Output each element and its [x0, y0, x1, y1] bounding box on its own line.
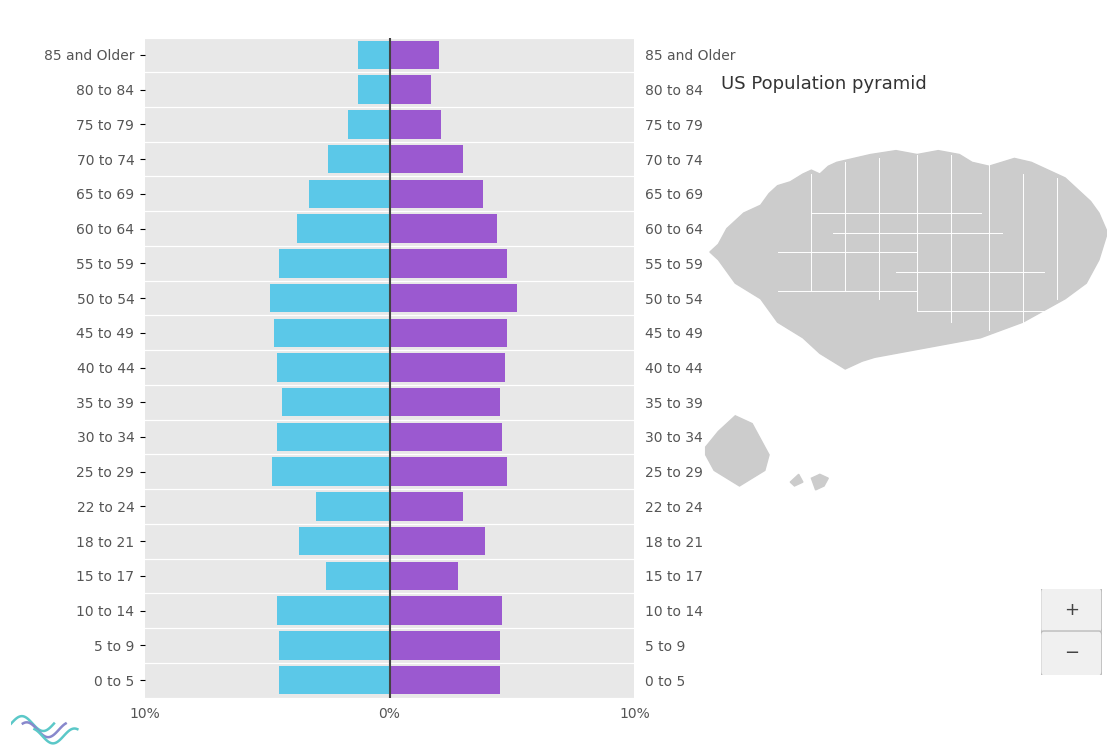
- Bar: [357, 75, 390, 104]
- Bar: [279, 632, 390, 660]
- Bar: [390, 458, 508, 486]
- Bar: [390, 40, 439, 69]
- Bar: [390, 249, 508, 278]
- Bar: [279, 666, 390, 694]
- Bar: [390, 110, 441, 139]
- FancyBboxPatch shape: [1041, 631, 1102, 676]
- Bar: [390, 527, 485, 556]
- Bar: [272, 458, 390, 486]
- Bar: [277, 423, 390, 451]
- Polygon shape: [706, 416, 769, 486]
- Bar: [299, 527, 390, 556]
- Bar: [390, 179, 483, 208]
- Bar: [328, 145, 390, 173]
- Bar: [390, 632, 500, 660]
- Bar: [390, 423, 502, 451]
- Bar: [275, 319, 390, 347]
- Bar: [282, 388, 390, 416]
- Bar: [390, 492, 463, 520]
- Bar: [390, 388, 500, 416]
- Bar: [390, 353, 504, 382]
- Bar: [308, 179, 390, 208]
- Bar: [390, 319, 508, 347]
- Bar: [279, 249, 390, 278]
- Bar: [348, 110, 390, 139]
- Polygon shape: [811, 474, 828, 490]
- Text: −: −: [1064, 644, 1078, 662]
- Polygon shape: [710, 151, 1107, 369]
- FancyBboxPatch shape: [1041, 588, 1102, 633]
- Bar: [390, 596, 502, 625]
- Bar: [326, 562, 390, 590]
- Bar: [390, 145, 463, 173]
- Bar: [390, 562, 459, 590]
- Bar: [390, 214, 498, 243]
- Bar: [316, 492, 390, 520]
- Bar: [357, 40, 390, 69]
- Text: +: +: [1064, 601, 1078, 619]
- Bar: [269, 284, 390, 312]
- Bar: [277, 596, 390, 625]
- Bar: [277, 353, 390, 382]
- Bar: [390, 75, 431, 104]
- Bar: [296, 214, 390, 243]
- Bar: [390, 284, 516, 312]
- Polygon shape: [790, 474, 802, 486]
- Bar: [390, 666, 500, 694]
- Text: US Population pyramid: US Population pyramid: [721, 75, 926, 93]
